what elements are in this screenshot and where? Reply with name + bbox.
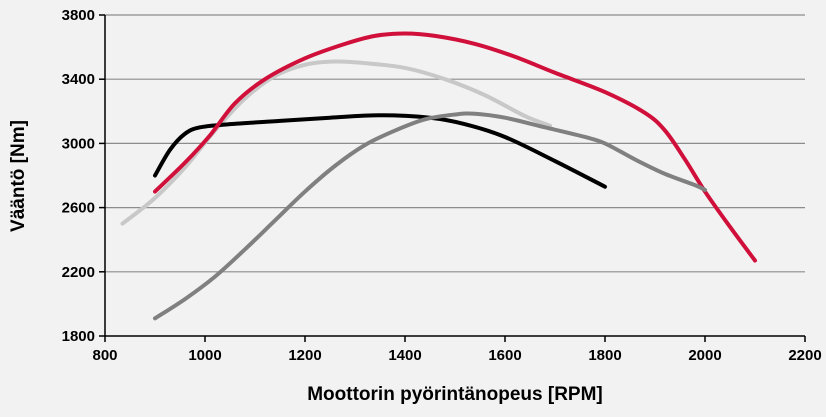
y-tick-label-2200: 2200 — [62, 264, 95, 281]
x-tick-label-1000: 1000 — [188, 347, 221, 364]
x-tick-label-800: 800 — [92, 347, 117, 364]
x-tick-label-1400: 1400 — [388, 347, 421, 364]
gridlines — [99, 14, 805, 337]
x-axis — [104, 335, 806, 342]
x-tick-labels: 800 1000 1200 1400 1600 1800 2000 2200 — [92, 347, 821, 364]
series-line-1 — [120, 59, 552, 226]
x-tick-label-1800: 1800 — [588, 347, 621, 364]
series-line-3 — [153, 31, 757, 263]
y-tick-label-2600: 2600 — [62, 200, 95, 217]
y-tick-label-3400: 3400 — [62, 71, 95, 88]
x-tick-label-2200: 2200 — [788, 347, 821, 364]
series-line-4 — [153, 111, 707, 321]
y-tick-label-3000: 3000 — [62, 135, 95, 152]
series-line-2 — [153, 113, 607, 189]
y-axis-title: Vääntö [Nm] — [8, 120, 29, 232]
y-tick-labels: 1800 2200 2600 3000 3400 3800 — [62, 7, 95, 345]
y-tick-label-1800: 1800 — [62, 328, 95, 345]
series-layer — [120, 31, 757, 321]
x-tick-label-1600: 1600 — [488, 347, 521, 364]
y-tick-label-3800: 3800 — [62, 7, 95, 24]
x-tick-label-2000: 2000 — [688, 347, 721, 364]
x-tick-label-1200: 1200 — [288, 347, 321, 364]
x-axis-title: Moottorin pyörintänopeus [RPM] — [307, 384, 603, 405]
